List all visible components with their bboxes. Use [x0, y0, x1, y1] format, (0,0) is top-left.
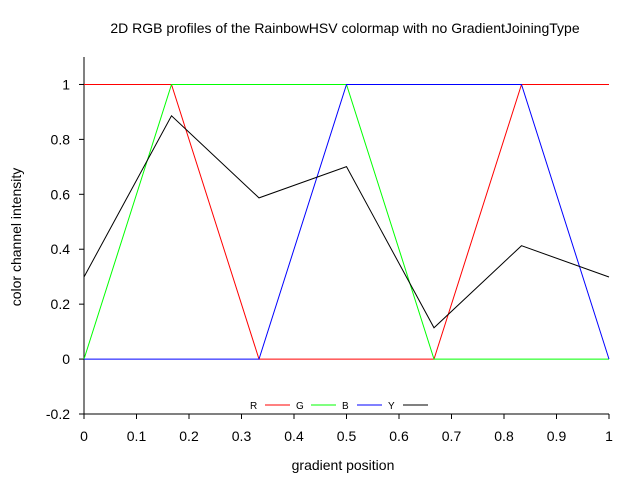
- x-axis-label: gradient position: [292, 457, 395, 473]
- x-tick-label: 0: [80, 428, 88, 444]
- y-tick-label: 0.6: [51, 186, 71, 202]
- chart-title: 2D RGB profiles of the RainbowHSV colorm…: [110, 20, 579, 36]
- x-tick-label: 0.7: [442, 428, 462, 444]
- x-tick-label: 0.8: [494, 428, 514, 444]
- series-line-g: [83, 84, 609, 360]
- legend-label-r: R: [250, 401, 257, 412]
- series-layer: [83, 84, 610, 360]
- x-tick-label: 0.2: [179, 428, 199, 444]
- legend-label-b: B: [342, 401, 349, 412]
- y-tick-label: 0.4: [51, 241, 71, 257]
- x-tick-label: 0.3: [232, 428, 252, 444]
- y-tick-label: -0.2: [46, 406, 70, 422]
- x-tick-label: 1: [605, 428, 613, 444]
- x-tick-label: 0.4: [284, 428, 304, 444]
- y-axis-label: color channel intensity: [8, 168, 24, 307]
- axes: -0.2 0 0.2 0.4 0.6 0.8 1 0 0.1 0.2 0.3 0.4 0.5 0.6 0.7…: [46, 57, 613, 444]
- x-tick-label: 0.9: [547, 428, 567, 444]
- x-tick-label: 0.6: [389, 428, 409, 444]
- y-tick-label: 0.2: [51, 296, 71, 312]
- x-tick-label: 0.5: [337, 428, 357, 444]
- legend-label-g: G: [296, 401, 304, 412]
- legend-label-y: Y: [388, 401, 395, 412]
- series-line-y: [83, 114, 610, 329]
- series-line-r: [84, 84, 609, 360]
- y-tick-label: 0.8: [51, 131, 71, 147]
- x-tick-label: 0.1: [127, 428, 147, 444]
- y-tick-label: 0: [62, 351, 70, 367]
- y-tick-label: 1: [62, 76, 70, 92]
- series-line-b: [84, 84, 610, 360]
